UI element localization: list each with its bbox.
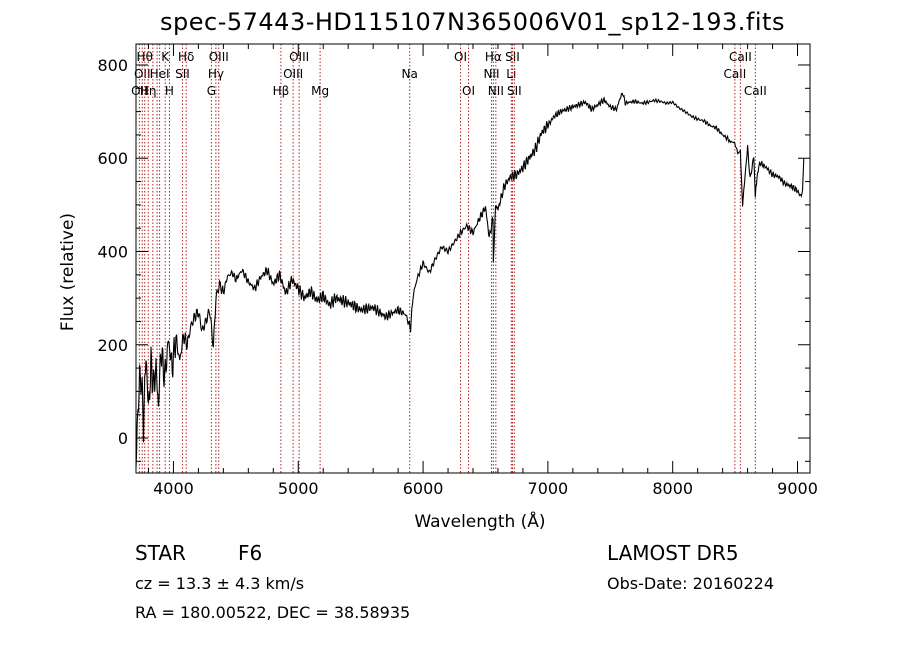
spectral-subclass: F6 [238, 541, 263, 565]
x-tick-label: 6000 [403, 479, 444, 498]
x-tick-label: 5000 [278, 479, 319, 498]
y-tick-label: 200 [97, 336, 128, 355]
line-marker-label: OI [462, 84, 475, 98]
line-marker-label: Hθ [137, 50, 153, 64]
line-marker-label: OII [131, 84, 148, 98]
x-tick-label: 4000 [153, 479, 194, 498]
line-marker-label: CaII [729, 50, 752, 64]
object-type: STAR [135, 541, 186, 565]
y-tick-label: 400 [97, 243, 128, 262]
spectrum-line [135, 92, 805, 468]
y-tick-label: 0 [118, 429, 128, 448]
x-axis-label: Wavelength (Å) [414, 512, 546, 532]
line-marker-label: Hη [140, 84, 157, 98]
x-tick-label: 8000 [652, 479, 693, 498]
line-marker-label: G [207, 84, 216, 98]
survey-name: LAMOST DR5 [607, 541, 739, 565]
line-marker-label: Hγ [208, 67, 224, 81]
redshift-text: cz = 13.3 ± 4.3 km/s [135, 574, 305, 593]
line-marker-label: NII [488, 84, 504, 98]
line-marker-label: SII [175, 67, 190, 81]
line-marker-label: Li [506, 67, 516, 81]
line-marker-label: K [161, 50, 170, 64]
line-marker-label: Hα [485, 50, 502, 64]
line-marker-label: CaII [723, 67, 746, 81]
line-marker-label: Hβ [273, 84, 290, 98]
line-marker-label: OIII [209, 50, 229, 64]
chart-title: spec-57443-HD115107N365006V01_sp12-193.f… [160, 8, 785, 36]
y-tick-label: 800 [97, 56, 128, 75]
line-marker-label: OI [454, 50, 467, 64]
line-marker-label: OII [134, 67, 151, 81]
line-marker-label: CaII [744, 84, 767, 98]
x-tick-label: 7000 [528, 479, 569, 498]
line-marker-label: Mg [311, 84, 329, 98]
obs-date: Obs-Date: 20160224 [607, 574, 775, 593]
coordinates: RA = 180.00522, DEC = 38.58935 [135, 603, 411, 622]
line-marker-label: OIII [289, 50, 309, 64]
x-tick-label: 9000 [777, 479, 818, 498]
line-marker-label: NII [483, 67, 499, 81]
line-marker-label: HeI [150, 67, 170, 81]
line-marker-label: SII [507, 84, 522, 98]
line-marker-label: Na [402, 67, 418, 81]
line-marker-label: H [165, 84, 174, 98]
plot-frame [135, 43, 811, 474]
line-marker-label: Hδ [178, 50, 194, 64]
y-tick-label: 600 [97, 149, 128, 168]
line-marker-label: OIII [283, 67, 303, 81]
line-marker-label: SII [505, 50, 520, 64]
